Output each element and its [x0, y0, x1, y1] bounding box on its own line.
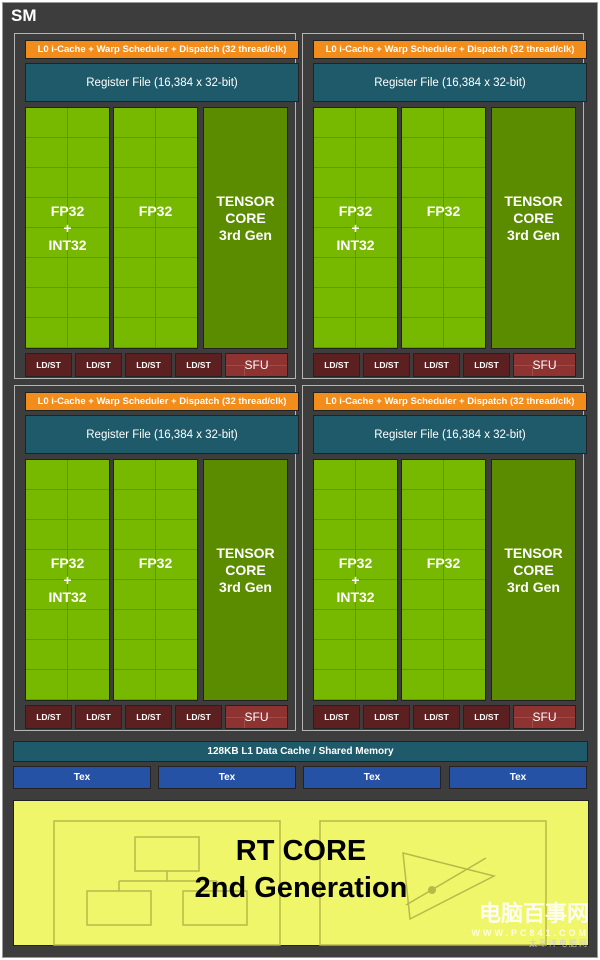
tex-unit: Tex [303, 766, 441, 789]
ldst-unit: LD/ST [25, 705, 72, 729]
ldst-unit: LD/ST [313, 353, 360, 377]
rt-core-generation: 2nd Generation [194, 872, 408, 904]
core-label: 3rd Gen [219, 579, 272, 595]
core-label: FP32 [50, 202, 85, 219]
processing-block: L0 i-Cache + Warp Scheduler + Dispatch (… [302, 33, 587, 379]
ldst-unit: LD/ST [413, 353, 460, 377]
core-label: CORE [225, 210, 266, 226]
watermark-brand: 电脑百事网 [478, 901, 589, 926]
ldst-unit: LD/ST [463, 353, 510, 377]
register-file: Register File (16,384 x 32-bit) [313, 63, 587, 102]
sfu-unit: SFU [513, 705, 576, 729]
sfu-unit: SFU [225, 705, 288, 729]
core-label: FP32 [426, 203, 461, 219]
core-label: + [63, 571, 72, 588]
fp32-core: FP32 [401, 459, 486, 701]
l1-data-cache: 128KB L1 Data Cache / Shared Memory [13, 741, 588, 762]
tensor-core: TENSOR CORE 3rd Gen [491, 459, 576, 701]
fp32-int32-core: FP32 + INT32 [25, 107, 110, 349]
rt-core-background-graphic [53, 820, 547, 946]
core-label: TENSOR [216, 545, 275, 561]
ldst-unit: LD/ST [413, 705, 460, 729]
processing-block: L0 i-Cache + Warp Scheduler + Dispatch (… [302, 385, 587, 731]
core-label: CORE [225, 562, 266, 578]
core-label: INT32 [48, 236, 87, 253]
core-label: 3rd Gen [219, 227, 272, 243]
core-label: TENSOR [504, 545, 563, 561]
rt-core-title: RT CORE [235, 835, 367, 867]
tensor-core: TENSOR CORE 3rd Gen [203, 107, 288, 349]
core-label: INT32 [48, 588, 87, 605]
core-label: TENSOR [504, 193, 563, 209]
tex-unit: Tex [13, 766, 151, 789]
ldst-unit: LD/ST [75, 705, 122, 729]
tex-unit: Tex [449, 766, 587, 789]
core-label: FP32 [50, 554, 85, 571]
fp32-int32-core: FP32 + INT32 [313, 459, 398, 701]
ldst-unit: LD/ST [25, 353, 72, 377]
core-label: INT32 [336, 236, 375, 253]
ldst-unit: LD/ST [175, 353, 222, 377]
processing-block: L0 i-Cache + Warp Scheduler + Dispatch (… [14, 385, 299, 731]
fp32-int32-core: FP32 + INT32 [25, 459, 110, 701]
core-label: CORE [513, 210, 554, 226]
register-file: Register File (16,384 x 32-bit) [313, 415, 587, 454]
core-label: FP32 [138, 555, 173, 571]
fp32-core: FP32 [401, 107, 486, 349]
processing-block: L0 i-Cache + Warp Scheduler + Dispatch (… [14, 33, 299, 379]
fp32-core: FP32 [113, 107, 198, 349]
ldst-unit: LD/ST [75, 353, 122, 377]
ldst-unit: LD/ST [313, 705, 360, 729]
warp-scheduler: L0 i-Cache + Warp Scheduler + Dispatch (… [313, 392, 587, 411]
core-label: FP32 [338, 202, 373, 219]
core-label: TENSOR [216, 193, 275, 209]
core-label: FP32 [338, 554, 373, 571]
tensor-core: TENSOR CORE 3rd Gen [491, 107, 576, 349]
register-file: Register File (16,384 x 32-bit) [25, 63, 299, 102]
ldst-unit: LD/ST [125, 353, 172, 377]
warp-scheduler: L0 i-Cache + Warp Scheduler + Dispatch (… [313, 40, 587, 59]
core-label: 3rd Gen [507, 227, 560, 243]
sm-title: SM [11, 6, 37, 25]
sfu-unit: SFU [513, 353, 576, 377]
warp-scheduler: L0 i-Cache + Warp Scheduler + Dispatch (… [25, 40, 299, 59]
tex-unit: Tex [158, 766, 296, 789]
tensor-core: TENSOR CORE 3rd Gen [203, 459, 288, 701]
register-file: Register File (16,384 x 32-bit) [25, 415, 299, 454]
rt-core: RT CORE 2nd Generation [13, 800, 589, 946]
core-label: FP32 [138, 203, 173, 219]
core-label: + [351, 571, 360, 588]
core-label: + [63, 219, 72, 236]
core-label: FP32 [426, 555, 461, 571]
warp-scheduler: L0 i-Cache + Warp Scheduler + Dispatch (… [25, 392, 299, 411]
ldst-unit: LD/ST [363, 705, 410, 729]
fp32-core: FP32 [113, 459, 198, 701]
fp32-int32-core: FP32 + INT32 [313, 107, 398, 349]
core-label: CORE [513, 562, 554, 578]
core-label: 3rd Gen [507, 579, 560, 595]
sfu-unit: SFU [225, 353, 288, 377]
watermark-url: WWW.PC841.COM [471, 928, 589, 938]
ldst-unit: LD/ST [125, 705, 172, 729]
ldst-unit: LD/ST [175, 705, 222, 729]
watermark-logo: 电脑百事网 WWW.PC841.COM 太平洋电脑网 [471, 896, 589, 949]
ldst-unit: LD/ST [463, 705, 510, 729]
core-label: + [351, 219, 360, 236]
ldst-unit: LD/ST [363, 353, 410, 377]
core-label: INT32 [336, 588, 375, 605]
watermark-sub: 太平洋电脑网 [529, 939, 589, 948]
